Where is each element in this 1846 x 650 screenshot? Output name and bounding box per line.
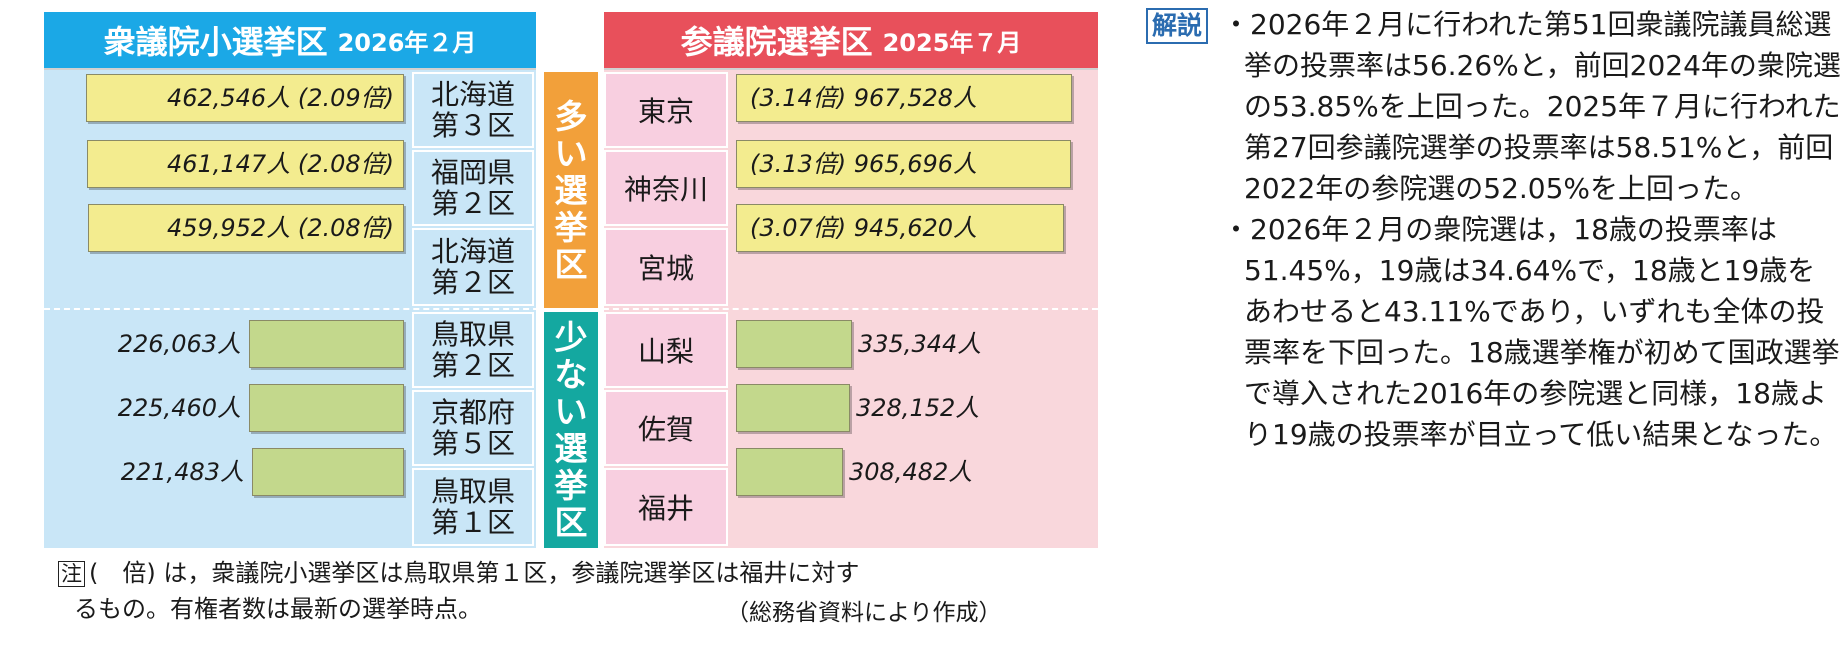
sangiin-bar-label: (3.13倍) 965,696人 — [750, 150, 978, 178]
sangiin-header-date: 2025年７月 — [882, 28, 1022, 57]
sangiin-pref-box: 宮城 — [604, 228, 728, 306]
shugiin-district-box: 鳥取県 第２区 — [412, 312, 534, 388]
shugiin-bar-label: 459,952人 (2.08倍) — [166, 214, 394, 242]
sangiin-pref-box: 東京 — [604, 72, 728, 148]
vertical-label-char: い — [554, 133, 588, 173]
sangiin-bar — [736, 320, 852, 368]
district-num: 第２区 — [430, 266, 515, 299]
shugiin-bar — [87, 140, 404, 188]
shugiin-header-title: 衆議院小選挙区 — [103, 23, 328, 61]
district-pref: 京都府 — [430, 396, 515, 429]
sangiin-bar-label: (3.14倍) 967,528人 — [750, 84, 978, 112]
shugiin-bar-label: 461,147人 (2.08倍) — [166, 150, 394, 178]
note-mark: 注 — [58, 561, 85, 587]
kaisetsu-tag: 解説 — [1146, 8, 1209, 44]
vertical-label-char: 多 — [554, 96, 588, 136]
sangiin-bar-label: 308,482人 — [849, 458, 973, 486]
note-source: （総務省資料により作成） — [726, 600, 1002, 626]
sangiin-pref-box: 神奈川 — [604, 150, 728, 226]
shugiin-district-box: 鳥取県 第１区 — [412, 468, 534, 546]
shugiin-bar — [88, 204, 404, 252]
sangiin-bar — [736, 384, 850, 432]
vertical-label-char: 区 — [554, 244, 588, 284]
vertical-label-char: 少 — [554, 318, 588, 357]
kaisetsu-text: ・2026年２月に行われた第51回衆議院議員総選挙の投票率は56.26%と，前回… — [1222, 4, 1842, 455]
shugiin-bar-label: 462,546人 (2.09倍) — [166, 84, 394, 112]
shugiin-bar-label: 226,063人 — [117, 330, 241, 358]
vertical-label-char: い — [554, 392, 588, 431]
many-districts-label: 多い選挙区 — [544, 72, 598, 308]
district-num: 第１区 — [430, 506, 515, 539]
district-pref: 鳥取県 — [430, 318, 515, 351]
district-pref: 北海道 — [430, 235, 515, 268]
shugiin-district-box: 北海道 第３区 — [412, 72, 534, 148]
note-line1: ( 倍) は，衆議院小選挙区は鳥取県第１区，参議院選挙区は福井に対す — [89, 559, 860, 587]
sangiin-pref-box: 福井 — [604, 468, 728, 546]
vertical-label-char: 挙 — [554, 207, 588, 247]
section-divider — [44, 308, 1098, 310]
note-line2: るもの。有権者数は最新の選挙時点。 — [74, 595, 482, 623]
shugiin-header-date: 2026年２月 — [337, 28, 477, 57]
vertical-label-char: 選 — [554, 429, 588, 468]
note: 注( 倍) は，衆議院小選挙区は鳥取県第１区，参議院選挙区は福井に対す — [58, 556, 859, 590]
district-num: 第２区 — [430, 187, 515, 220]
sangiin-pref-box: 山梨 — [604, 312, 728, 388]
shugiin-bar — [249, 384, 404, 432]
sangiin-bar-label: (3.07倍) 945,620人 — [750, 214, 978, 242]
vertical-label-char: 選 — [554, 170, 588, 210]
shugiin-district-box: 京都府 第５区 — [412, 390, 534, 466]
sangiin-bar-label: 335,344人 — [858, 330, 982, 358]
sangiin-pref-box: 佐賀 — [604, 390, 728, 466]
district-pref: 鳥取県 — [430, 475, 515, 508]
vertical-label-char: な — [554, 355, 588, 394]
shugiin-district-box: 福岡県 第２区 — [412, 150, 534, 226]
district-pref: 北海道 — [430, 78, 515, 111]
sangiin-bar — [736, 140, 1071, 188]
shugiin-bar — [252, 448, 404, 496]
vertical-label-char: 区 — [554, 503, 588, 542]
sangiin-bar — [736, 204, 1064, 252]
sangiin-header-title: 参議院選挙区 — [680, 23, 873, 61]
shugiin-bar — [249, 320, 404, 368]
district-num: 第５区 — [430, 427, 515, 460]
sangiin-header: 参議院選挙区 2025年７月 — [604, 12, 1098, 68]
district-pref: 福岡県 — [430, 156, 515, 189]
vertical-label-char: 挙 — [554, 466, 588, 505]
shugiin-bar-label: 225,460人 — [117, 394, 241, 422]
kaisetsu-paragraph: ・2026年２月に行われた第51回衆議院議員総選挙の投票率は56.26%と，前回… — [1222, 8, 1841, 205]
district-num: 第３区 — [430, 109, 515, 142]
shugiin-district-box: 北海道 第２区 — [412, 228, 534, 306]
district-num: 第２区 — [430, 349, 515, 382]
shugiin-bar — [86, 74, 404, 122]
sangiin-bar-label: 328,152人 — [856, 394, 980, 422]
shugiin-bar-label: 221,483人 — [120, 458, 244, 486]
sangiin-bar — [736, 74, 1072, 122]
kaisetsu-paragraph: ・2026年２月の衆院選は，18歳の投票率は51.45%，19歳は34.64%で… — [1222, 213, 1840, 451]
shugiin-header: 衆議院小選挙区 2026年２月 — [44, 12, 536, 68]
sangiin-bar — [736, 448, 843, 496]
few-districts-label: 少ない選挙区 — [544, 312, 598, 548]
